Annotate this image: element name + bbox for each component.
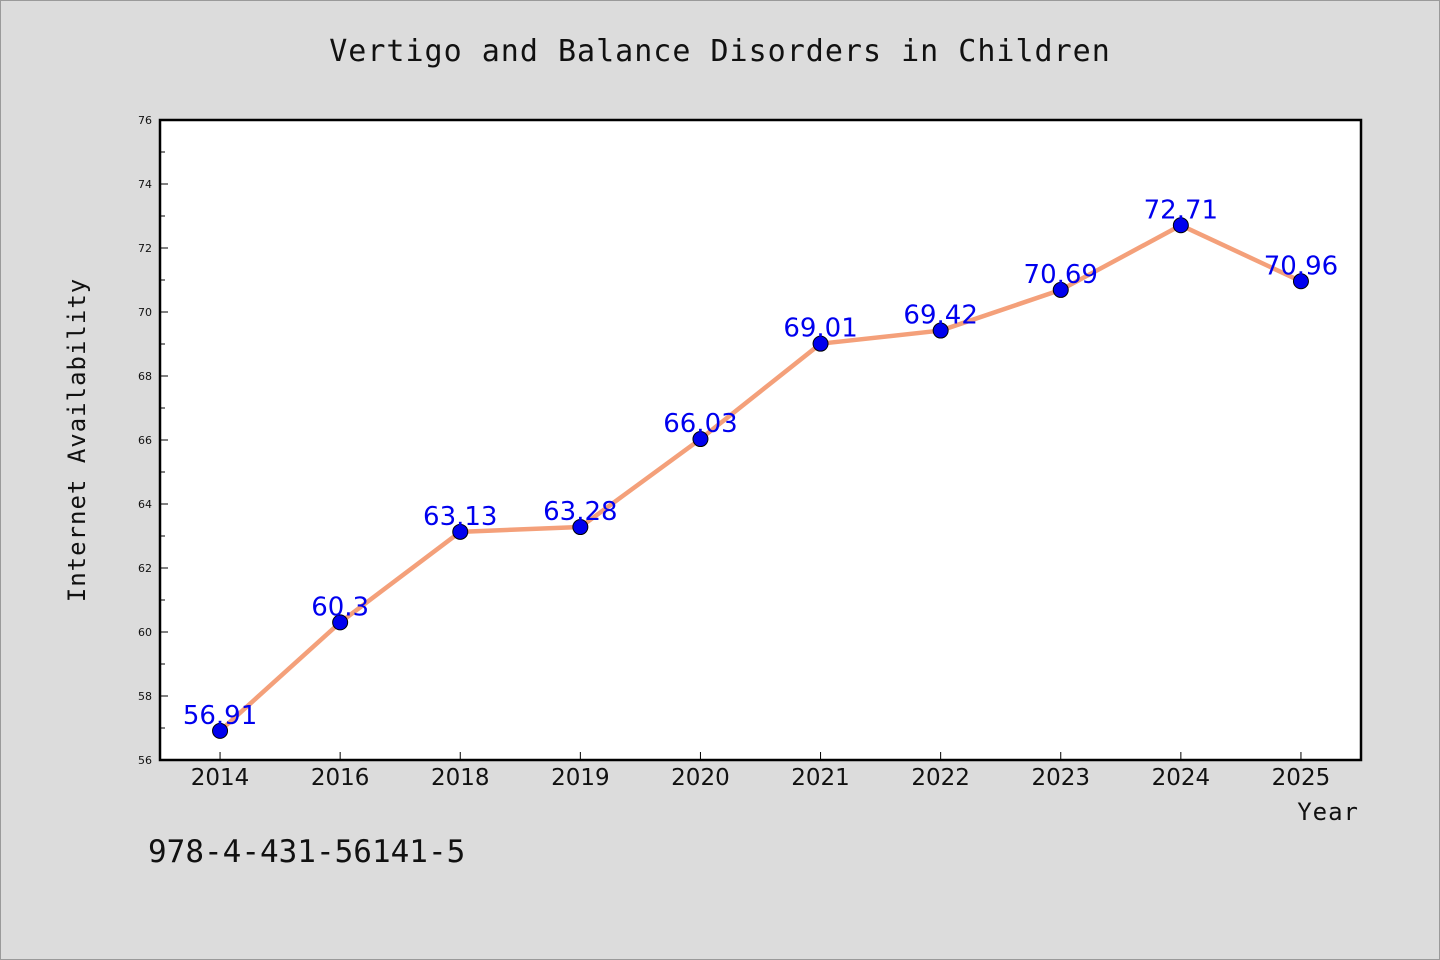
x-axis-label: Year <box>1297 798 1359 826</box>
series-line <box>218 223 1302 733</box>
chart-title: Vertigo and Balance Disorders in Childre… <box>329 34 1111 69</box>
x-tick-label: 2020 <box>671 765 730 791</box>
y-tick-label: 74 <box>138 178 152 191</box>
plot-area <box>160 120 1361 760</box>
x-tick-label: 2021 <box>791 765 850 791</box>
data-label: 60.3 <box>311 592 369 622</box>
y-axis-label: Internet Availability <box>63 278 91 602</box>
x-tick-label: 2025 <box>1272 765 1331 791</box>
data-label: 70.69 <box>1024 260 1098 290</box>
y-tick-label: 56 <box>138 754 152 767</box>
data-point <box>1052 281 1069 298</box>
isbn-text: 978-4-431-56141-5 <box>148 834 466 870</box>
x-tick-label: 2018 <box>431 765 490 791</box>
x-tick-label: 2024 <box>1152 765 1211 791</box>
y-tick-label: 76 <box>138 114 152 127</box>
data-point <box>572 519 589 536</box>
data-label: 63.28 <box>543 497 617 527</box>
data-label: 69.01 <box>783 314 857 344</box>
y-tick-label: 58 <box>138 690 152 703</box>
data-label: 69.42 <box>903 301 977 331</box>
y-tick-label: 64 <box>138 498 152 511</box>
y-tick-label: 68 <box>138 370 152 383</box>
data-label: 72.71 <box>1144 195 1218 225</box>
x-tick-label: 2016 <box>311 765 370 791</box>
data-point <box>812 335 829 352</box>
data-point <box>212 722 229 739</box>
data-label: 63.13 <box>423 502 497 532</box>
y-tick-label: 66 <box>138 434 152 447</box>
data-label: 56.91 <box>183 701 257 731</box>
y-tick-label: 72 <box>138 242 152 255</box>
x-tick-label: 2023 <box>1031 765 1090 791</box>
data-label: 66.03 <box>663 409 737 439</box>
axes-layer: 56 58 60 62 64 66 68 70 72 74 76 2014 2016 2018 2019 20… <box>138 114 1330 791</box>
data-point <box>332 614 349 631</box>
data-point <box>932 322 949 339</box>
data-label: 70.96 <box>1264 251 1338 281</box>
plot-border <box>158 118 1363 762</box>
x-tick-label: 2022 <box>911 765 970 791</box>
y-tick-label: 60 <box>138 626 152 639</box>
y-tick-label: 70 <box>138 306 152 319</box>
series-layer: 56.91 60.3 63.13 63.28 66.03 69.01 69.42 70.69 7… <box>183 195 1338 739</box>
data-point <box>1172 217 1189 234</box>
y-tick-label: 62 <box>138 562 152 575</box>
x-tick-label: 2014 <box>191 765 250 791</box>
x-tick-label: 2019 <box>551 765 610 791</box>
data-point <box>452 523 469 540</box>
data-point <box>692 431 709 448</box>
data-point <box>1292 273 1309 290</box>
